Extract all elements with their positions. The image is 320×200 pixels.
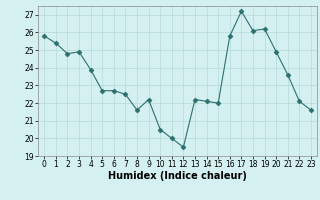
X-axis label: Humidex (Indice chaleur): Humidex (Indice chaleur) xyxy=(108,171,247,181)
